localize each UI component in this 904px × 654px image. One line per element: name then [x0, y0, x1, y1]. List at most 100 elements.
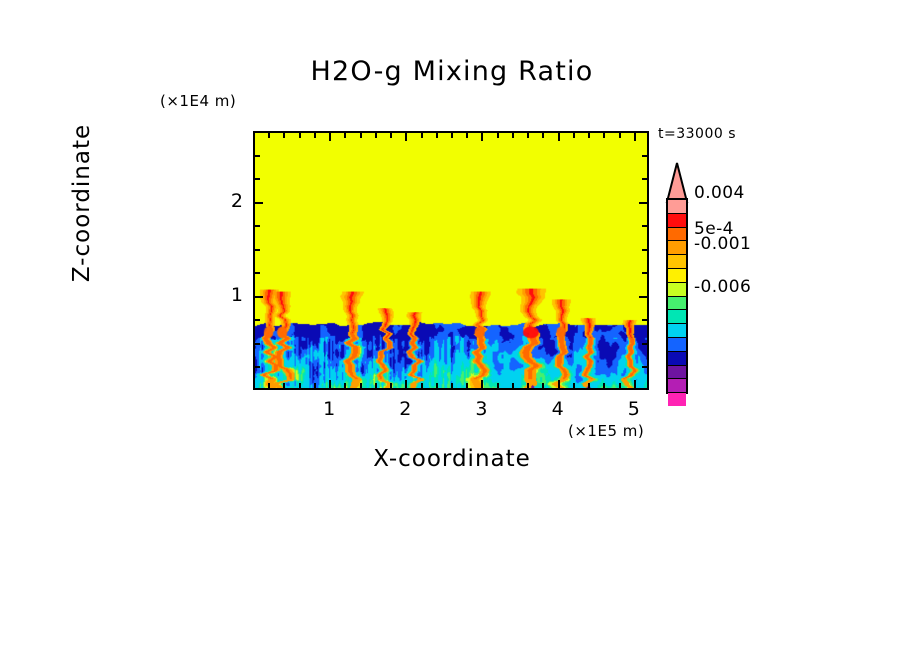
tick-mark: [344, 383, 347, 389]
tick-mark: [618, 132, 621, 138]
tick-mark: [642, 366, 648, 369]
tick-mark: [435, 132, 438, 138]
tick-mark: [298, 132, 301, 138]
tick-mark: [572, 132, 575, 138]
tick-mark: [527, 132, 530, 138]
x-axis-unit-label: (×1E5 m): [568, 422, 645, 440]
contour-plot-area: [253, 131, 649, 390]
tick-mark: [254, 319, 260, 322]
tick-mark: [268, 132, 271, 138]
colorbar-segment: [668, 282, 686, 297]
tick-mark: [254, 201, 263, 204]
tick-mark: [542, 132, 545, 138]
tick-mark: [496, 383, 499, 389]
tick-mark: [633, 380, 636, 389]
tick-mark: [374, 383, 377, 389]
tick-mark: [588, 383, 591, 389]
tick-mark: [642, 248, 648, 251]
colorbar-segment: [668, 200, 686, 214]
tick-mark: [435, 383, 438, 389]
colorbar: [664, 162, 690, 406]
tick-mark: [313, 132, 316, 138]
x-tick-label: 5: [627, 398, 640, 420]
y-tick-label: 2: [230, 189, 243, 212]
tick-mark: [642, 342, 648, 345]
tick-mark: [420, 383, 423, 389]
colorbar-segment: [668, 268, 686, 283]
tick-mark: [642, 225, 648, 228]
tick-mark: [254, 154, 260, 157]
tick-mark: [451, 383, 453, 389]
x-tick-label: 1: [323, 398, 336, 420]
page-title: H2O-g Mixing Ratio: [310, 56, 594, 87]
colorbar-segment: [668, 393, 686, 406]
tick-mark: [542, 383, 545, 389]
tick-mark: [451, 132, 453, 138]
tick-mark: [642, 154, 648, 157]
tick-mark: [329, 132, 332, 141]
tick-mark: [344, 132, 347, 138]
tick-mark: [639, 295, 648, 298]
tick-mark: [254, 295, 263, 298]
tick-mark: [390, 132, 393, 138]
tick-mark: [572, 383, 575, 389]
colorbar-segment: [668, 227, 686, 242]
tick-mark: [254, 366, 260, 369]
tick-mark: [359, 383, 362, 389]
tick-mark: [481, 132, 484, 141]
tick-mark: [254, 342, 260, 345]
tick-mark: [405, 380, 408, 389]
tick-mark: [329, 380, 332, 389]
tick-mark: [420, 132, 423, 138]
colorbar-segments: [666, 198, 688, 406]
colorbar-segment: [668, 351, 686, 366]
colorbar-tick-label: -0.001: [694, 233, 752, 254]
tick-mark: [511, 383, 514, 389]
tick-mark: [603, 132, 606, 138]
time-annotation: t=33000 s: [658, 126, 736, 142]
tick-mark: [557, 380, 560, 389]
tick-mark: [642, 319, 648, 322]
tick-mark: [496, 132, 499, 138]
tick-mark: [254, 248, 260, 251]
colorbar-segment: [668, 365, 686, 380]
tick-mark: [603, 383, 606, 389]
tick-mark: [268, 383, 271, 389]
x-tick-label: 4: [551, 398, 564, 420]
tick-mark: [633, 132, 636, 141]
colorbar-segment: [668, 337, 686, 352]
colorbar-segment: [668, 310, 686, 325]
tick-mark: [511, 132, 514, 138]
colorbar-segment: [668, 255, 686, 269]
tick-mark: [254, 272, 260, 275]
colorbar-segment: [668, 296, 686, 311]
colorbar-segment: [668, 324, 686, 338]
x-tick-label: 2: [399, 398, 412, 420]
tick-mark: [254, 178, 260, 181]
tick-mark: [639, 201, 648, 204]
tick-mark: [642, 272, 648, 275]
tick-mark: [374, 132, 377, 138]
y-tick-label: 1: [230, 283, 243, 306]
colorbar-segment: [668, 379, 686, 394]
tick-mark: [466, 383, 469, 389]
tick-mark: [557, 132, 560, 141]
colorbar-tick-label: 5e-4: [694, 219, 734, 240]
y-axis-unit-label: (×1E4 m): [160, 92, 237, 110]
x-tick-label: 3: [475, 398, 488, 420]
colorbar-tick-label: -0.006: [694, 277, 752, 298]
colorbar-segment: [668, 241, 686, 256]
tick-mark: [254, 225, 260, 228]
tick-mark: [405, 132, 408, 141]
x-axis-label: X-coordinate: [373, 446, 531, 472]
tick-mark: [359, 132, 362, 138]
tick-mark: [642, 178, 648, 181]
tick-mark: [298, 383, 301, 389]
tick-mark: [481, 380, 484, 389]
tick-mark: [618, 383, 621, 389]
colorbar-segment: [668, 213, 686, 228]
tick-mark: [283, 383, 286, 389]
y-axis-label: Z-coordinate: [69, 123, 95, 283]
tick-mark: [390, 383, 393, 389]
